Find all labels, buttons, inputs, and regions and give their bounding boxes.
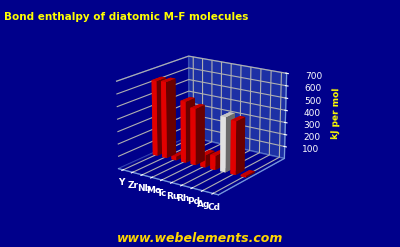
Text: Bond enthalpy of diatomic M-F molecules: Bond enthalpy of diatomic M-F molecules (4, 12, 248, 22)
Text: www.webelements.com: www.webelements.com (117, 231, 283, 245)
